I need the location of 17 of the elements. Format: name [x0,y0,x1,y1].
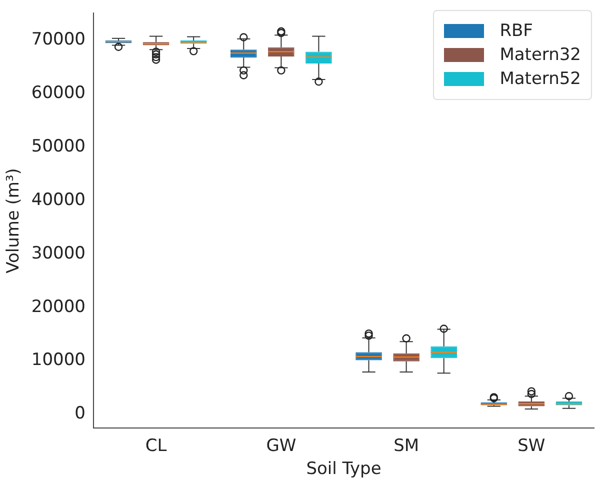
y-axis-title: Volume (m³) [4,168,24,274]
y-tick-label: 20000 [31,296,86,317]
x-tick-label: GW [266,436,296,456]
y-tick-label: 40000 [31,190,86,210]
x-tick-label: SM [394,436,420,456]
x-tick-label: CL [145,436,168,456]
y-tick-label: 60000 [31,82,86,103]
legend-label: RBF [500,21,533,41]
y-tick-label: 10000 [31,350,86,370]
y-tick-label: 30000 [31,243,86,264]
y-tick-label: 70000 [31,29,86,50]
y-tick-label: 0 [74,404,86,424]
legend-label: Matern52 [500,69,581,89]
legend-label: Matern32 [500,45,581,65]
x-axis-title: Soil Type [306,459,382,480]
x-tick-label: SW [518,436,546,456]
y-tick-label: 50000 [31,136,86,156]
